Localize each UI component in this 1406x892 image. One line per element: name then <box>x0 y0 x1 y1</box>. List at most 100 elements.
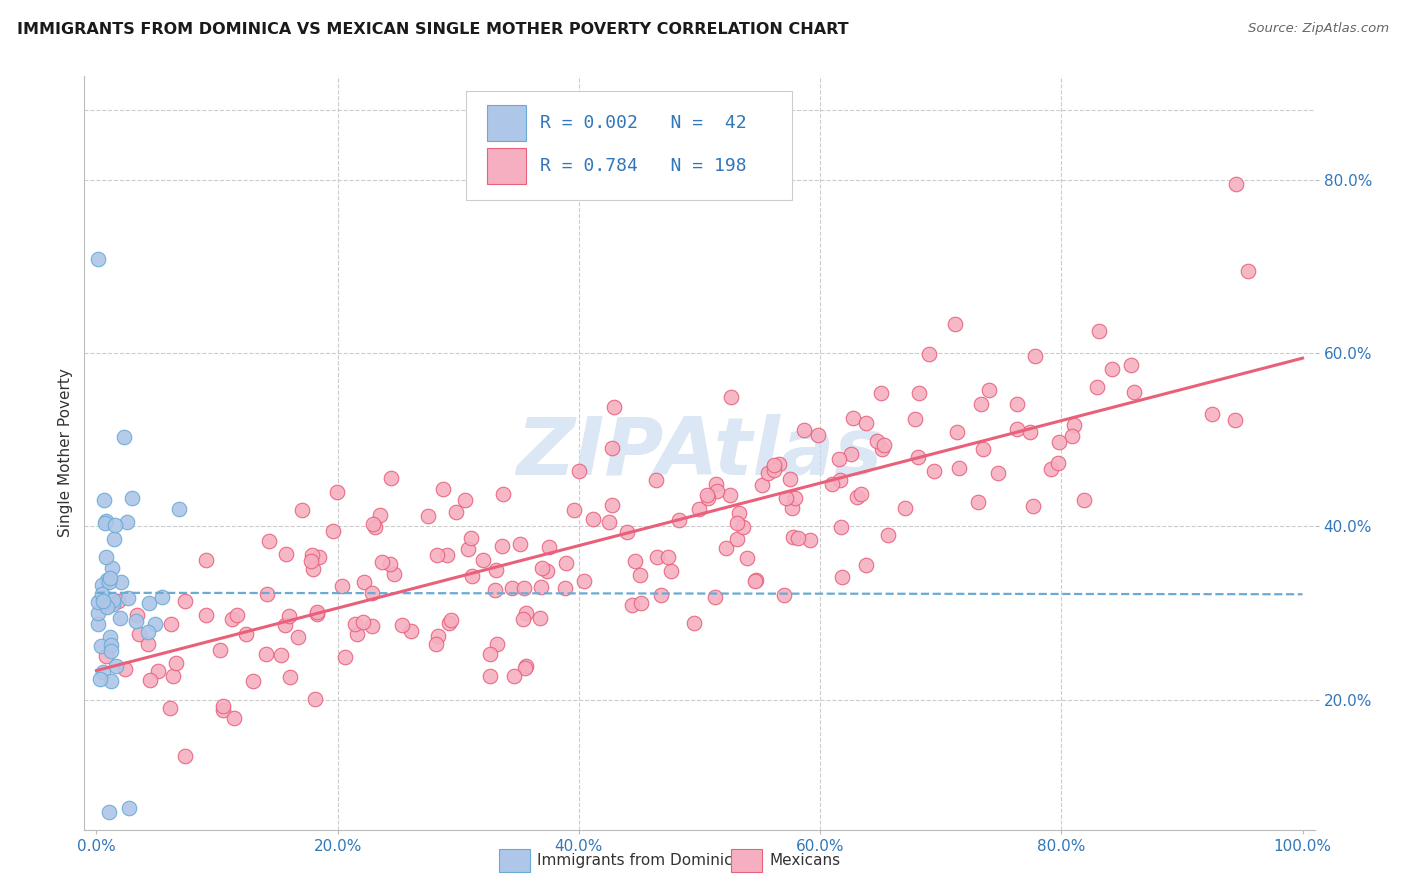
Point <box>305 607 328 622</box>
Point <box>195 607 218 622</box>
Point <box>96 514 118 528</box>
Point <box>491 539 513 553</box>
Point <box>870 386 893 401</box>
Point <box>851 487 873 501</box>
FancyBboxPatch shape <box>486 105 526 142</box>
Point <box>98 574 121 589</box>
Point <box>650 588 672 602</box>
Point <box>87 252 110 266</box>
Point <box>254 647 277 661</box>
Point <box>1018 425 1040 439</box>
Point <box>86 595 108 609</box>
Point <box>128 626 150 640</box>
Y-axis label: Single Mother Poverty: Single Mother Poverty <box>58 368 73 537</box>
Point <box>382 567 405 582</box>
Point <box>277 608 299 623</box>
Point <box>114 662 136 676</box>
Point <box>512 581 534 595</box>
Point <box>782 530 804 544</box>
Point <box>703 590 725 604</box>
Point <box>661 564 683 578</box>
Point <box>100 561 122 575</box>
Point <box>842 411 865 425</box>
Point <box>647 549 669 564</box>
Point <box>478 669 501 683</box>
Point <box>291 503 314 517</box>
Point <box>94 648 117 663</box>
Point <box>425 637 447 651</box>
Point <box>1007 422 1029 436</box>
Point <box>107 594 129 608</box>
Point <box>94 549 117 564</box>
Point <box>274 618 297 632</box>
Point <box>972 442 994 457</box>
Point <box>96 599 118 614</box>
Point <box>96 599 118 613</box>
Point <box>361 585 384 599</box>
Point <box>91 665 114 679</box>
Point <box>160 617 183 632</box>
Point <box>763 463 786 477</box>
Point <box>162 669 184 683</box>
Point <box>728 506 751 520</box>
Point <box>554 581 576 595</box>
Point <box>96 573 118 587</box>
Point <box>598 515 620 529</box>
Point <box>139 673 162 687</box>
Point <box>440 613 463 627</box>
Point <box>943 317 966 331</box>
Point <box>845 491 868 505</box>
Point <box>830 520 852 534</box>
Point <box>484 563 506 577</box>
Point <box>779 472 801 486</box>
Point <box>780 501 803 516</box>
Point <box>737 551 759 566</box>
Point <box>103 532 125 546</box>
Point <box>173 594 195 608</box>
Point <box>630 596 652 610</box>
Point <box>304 692 326 706</box>
Point <box>436 548 458 562</box>
Point <box>110 574 132 589</box>
Point <box>270 648 292 662</box>
Point <box>987 466 1010 480</box>
Point <box>212 702 235 716</box>
Point <box>112 430 135 444</box>
Point <box>1047 456 1070 470</box>
Point <box>600 442 623 456</box>
Point <box>299 554 322 568</box>
Point <box>325 484 347 499</box>
Text: ZIPAtlas: ZIPAtlas <box>516 414 883 491</box>
Text: Immigrants from Dominica: Immigrants from Dominica <box>537 854 742 868</box>
Point <box>1223 413 1246 427</box>
Point <box>110 611 132 625</box>
Point <box>828 451 851 466</box>
Point <box>948 460 970 475</box>
Point <box>371 555 394 569</box>
Point <box>226 607 249 622</box>
Point <box>644 473 666 487</box>
Point <box>360 619 382 633</box>
Point <box>165 656 187 670</box>
Point <box>603 400 626 414</box>
Point <box>308 549 330 564</box>
Point <box>221 612 243 626</box>
Point <box>457 541 479 556</box>
Point <box>100 643 122 657</box>
Point <box>416 508 439 523</box>
Point <box>515 606 537 620</box>
Point <box>173 749 195 764</box>
Point <box>479 647 502 661</box>
Point <box>554 556 576 570</box>
Point <box>772 588 794 602</box>
Point <box>399 624 422 639</box>
Point <box>169 502 191 516</box>
Point <box>922 464 945 478</box>
Point <box>512 611 534 625</box>
Point <box>446 505 468 519</box>
Point <box>572 574 595 589</box>
Point <box>492 487 515 501</box>
Point <box>756 466 779 480</box>
Point <box>725 516 748 531</box>
Point <box>751 477 773 491</box>
